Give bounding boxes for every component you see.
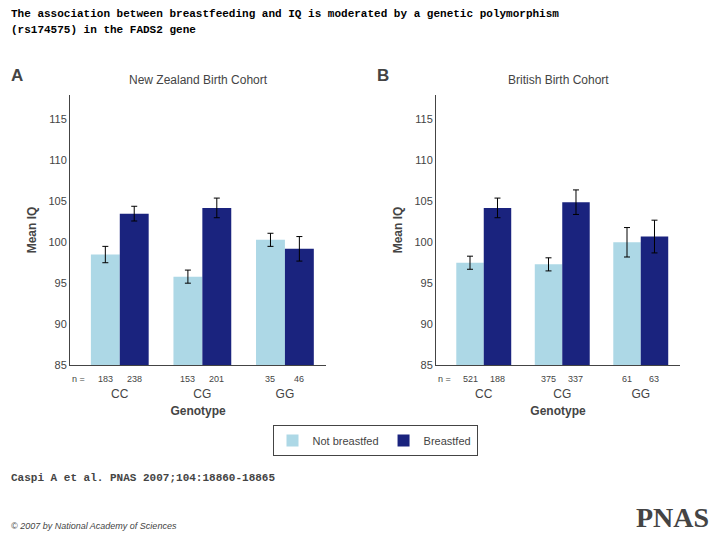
svg-text:61: 61: [622, 374, 632, 384]
svg-text:95: 95: [55, 277, 67, 289]
svg-text:63: 63: [649, 374, 659, 384]
svg-text:110: 110: [415, 154, 433, 166]
svg-text:90: 90: [55, 318, 67, 330]
svg-text:PNAS: PNAS: [636, 502, 709, 533]
svg-text:British Birth Cohort: British Birth Cohort: [508, 73, 609, 87]
svg-text:Breastfed: Breastfed: [424, 435, 471, 447]
svg-text:110: 110: [49, 154, 67, 166]
svg-text:Mean IQ: Mean IQ: [391, 207, 405, 254]
svg-text:B: B: [377, 66, 389, 85]
svg-text:A: A: [11, 66, 23, 85]
svg-text:Caspi A et al. PNAS 2007;104:1: Caspi A et al. PNAS 2007;104:18860-18865: [11, 472, 275, 484]
svg-text:GG: GG: [631, 387, 650, 401]
svg-text:105: 105: [414, 195, 432, 207]
svg-text:GG: GG: [276, 387, 295, 401]
svg-text:100: 100: [48, 236, 66, 248]
svg-text:153: 153: [180, 374, 195, 384]
svg-text:The association between breast: The association between breastfeeding an…: [11, 8, 559, 20]
svg-text:n =: n =: [72, 374, 85, 384]
svg-text:CG: CG: [553, 387, 571, 401]
svg-text:188: 188: [490, 374, 505, 384]
svg-text:115: 115: [49, 113, 67, 125]
svg-text:201: 201: [209, 374, 224, 384]
svg-text:CC: CC: [475, 387, 493, 401]
svg-text:New Zealand Birth Cohort: New Zealand Birth Cohort: [129, 73, 268, 87]
svg-text:CG: CG: [193, 387, 211, 401]
svg-text:Mean IQ: Mean IQ: [25, 207, 39, 254]
svg-text:© 2007 by National Academy of: © 2007 by National Academy of Sciences: [11, 521, 177, 531]
svg-text:337: 337: [568, 374, 583, 384]
svg-text:Not breastfed: Not breastfed: [313, 435, 379, 447]
svg-text:521: 521: [463, 374, 478, 384]
svg-text:Genotype: Genotype: [170, 404, 226, 418]
svg-text:100: 100: [414, 236, 432, 248]
svg-text:CC: CC: [111, 387, 129, 401]
svg-text:n =: n =: [438, 374, 451, 384]
svg-text:105: 105: [48, 195, 66, 207]
svg-text:90: 90: [421, 318, 433, 330]
svg-text:183: 183: [98, 374, 113, 384]
svg-text:115: 115: [415, 113, 433, 125]
svg-text:Genotype: Genotype: [530, 404, 586, 418]
svg-text:46: 46: [294, 374, 304, 384]
svg-text:238: 238: [127, 374, 142, 384]
svg-text:85: 85: [421, 359, 433, 371]
svg-text:95: 95: [421, 277, 433, 289]
svg-text:35: 35: [265, 374, 275, 384]
svg-text:(rs174575) in the FADS2 gene: (rs174575) in the FADS2 gene: [11, 24, 196, 36]
svg-text:85: 85: [55, 359, 67, 371]
svg-text:375: 375: [541, 374, 556, 384]
